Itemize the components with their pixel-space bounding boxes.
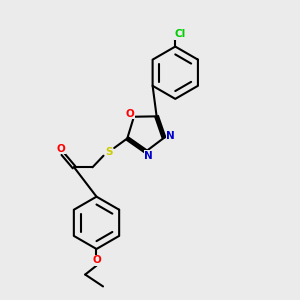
Text: O: O: [57, 144, 66, 154]
Text: S: S: [105, 147, 112, 157]
Text: Cl: Cl: [175, 29, 186, 39]
Text: O: O: [126, 109, 135, 119]
Text: N: N: [145, 151, 153, 161]
Text: O: O: [92, 255, 101, 265]
Text: N: N: [166, 131, 175, 141]
